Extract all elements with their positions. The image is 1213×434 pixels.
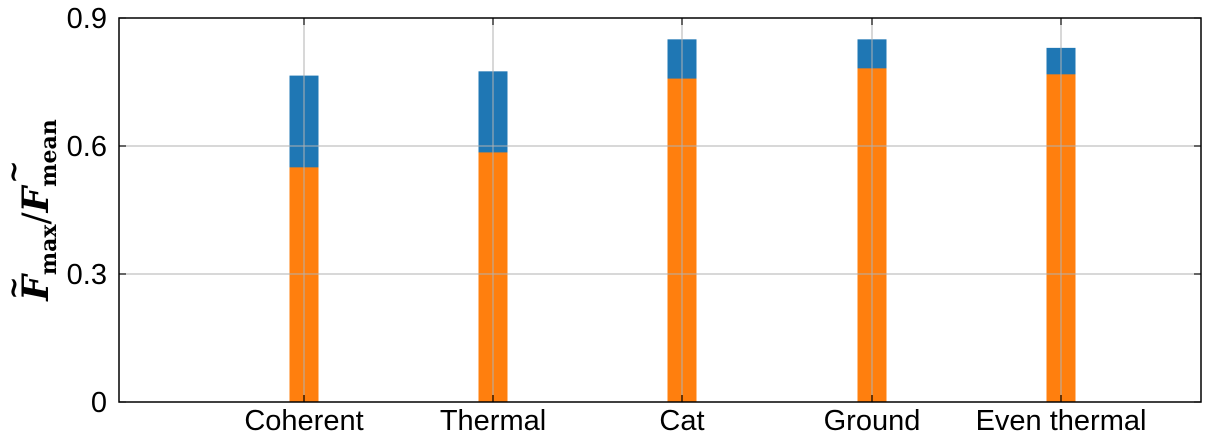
x-tick-label: Thermal — [440, 405, 546, 434]
ylabel-sub-mean: mean — [36, 119, 62, 187]
x-tick-label: Even thermal — [976, 405, 1147, 434]
svg-text:Fmax/Fmean: Fmax/Fmean — [15, 119, 62, 301]
ylabel-sub-max: max — [36, 224, 62, 276]
plot-frame — [118, 17, 1202, 403]
x-tick-label: Ground — [824, 405, 921, 434]
x-tick-label: Coherent — [244, 405, 363, 434]
y-tick-label: 0.9 — [67, 3, 107, 35]
bars — [119, 18, 1201, 402]
ylabel-slash: / — [16, 212, 57, 225]
ylabel-tilde-1: ~ — [0, 276, 30, 299]
y-tick-label: 0.3 — [67, 259, 107, 291]
ylabel-f2: F — [15, 184, 57, 213]
y-tick-label: 0.6 — [67, 131, 107, 163]
y-tick-label: 0 — [91, 387, 107, 419]
grid-lines — [119, 18, 1201, 402]
y-axis-label: Fmax/Fmean ~ ~ — [0, 119, 62, 301]
ylabel-f1: F — [15, 273, 57, 302]
ylabel-tilde-2: ~ — [0, 160, 30, 183]
x-tick-label: Cat — [659, 405, 704, 434]
ticks: 0 0.3 0.6 0.9 Coherent Thermal Cat Ground Even t… — [67, 3, 1201, 434]
